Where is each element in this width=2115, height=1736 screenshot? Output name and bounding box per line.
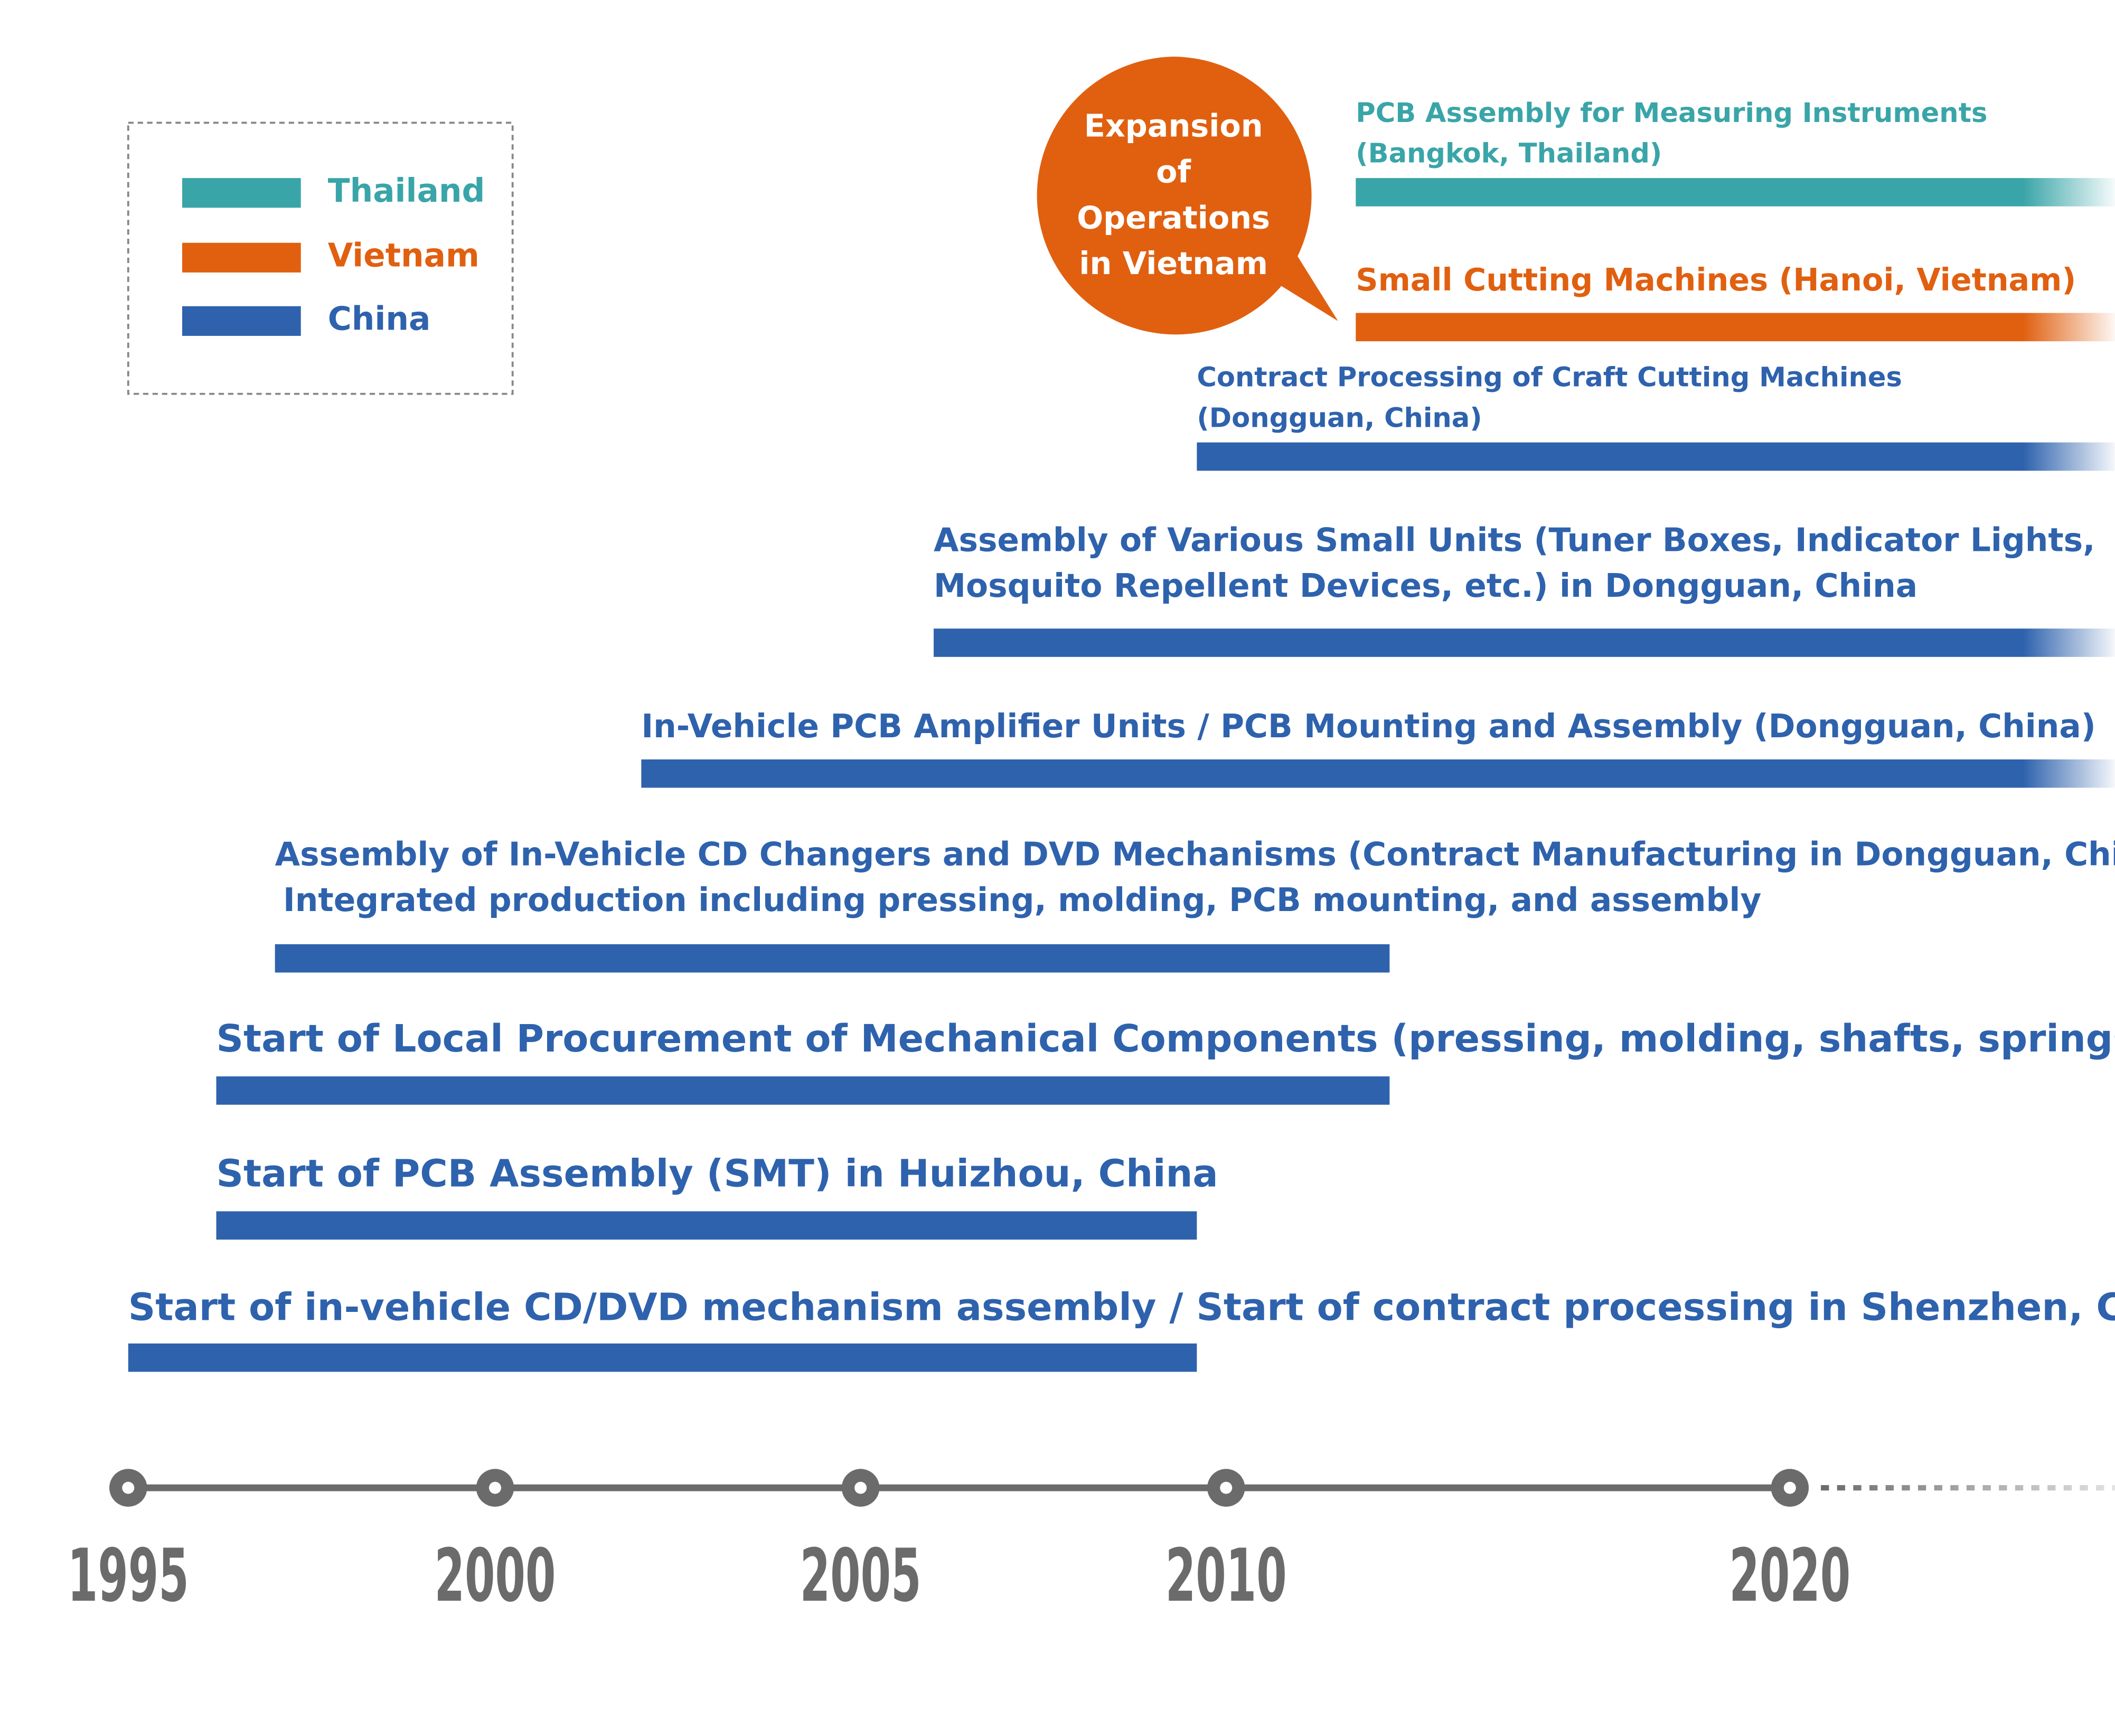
x-tick-label: 2020 — [1729, 1533, 1850, 1618]
tick-dot — [488, 1481, 501, 1494]
x-tick-label: 1995 — [68, 1533, 189, 1618]
callout-text: of — [1156, 154, 1191, 190]
tick-dot — [854, 1481, 867, 1494]
task-bar — [128, 1343, 1197, 1372]
legend-swatch — [182, 242, 301, 273]
task-label: Mosquito Repellent Devices, etc.) in Don… — [934, 567, 1917, 605]
axis-extension — [1821, 1485, 2115, 1491]
task-bar — [1356, 178, 2115, 207]
x-tick-label: 2010 — [1165, 1533, 1287, 1618]
task-label: Assembly of In-Vehicle CD Changers and D… — [275, 836, 2115, 873]
legend-label: Thailand — [328, 172, 485, 210]
x-tick-label: 2005 — [800, 1533, 922, 1618]
task-label: Start of in-vehicle CD/DVD mechanism ass… — [128, 1285, 2115, 1329]
task-label: PCB Assembly for Measuring Instruments — [1356, 98, 1987, 129]
legend-label: Vietnam — [328, 237, 480, 274]
tick-dot — [122, 1481, 135, 1494]
task-label: Contract Processing of Craft Cutting Mac… — [1197, 362, 1902, 393]
task-label: (Dongguan, China) — [1197, 402, 1482, 434]
x-tick-label: 2000 — [435, 1533, 556, 1618]
legend-swatch — [182, 178, 301, 208]
legend-swatch — [182, 306, 301, 336]
task-bar — [641, 759, 2115, 788]
callout-bubble — [1037, 57, 1338, 335]
task-label: Assembly of Various Small Units (Tuner B… — [934, 521, 2095, 559]
task-bar — [216, 1076, 1390, 1105]
legend-box — [127, 121, 514, 395]
task-label: Small Cutting Machines (Hanoi, Vietnam) — [1356, 261, 2076, 298]
task-bar — [1356, 313, 2115, 342]
task-bar — [1197, 442, 2115, 471]
tick-dot — [1783, 1481, 1796, 1494]
task-label: In-Vehicle PCB Amplifier Units / PCB Mou… — [641, 708, 2095, 745]
legend-label: China — [328, 300, 431, 337]
callout-text: Expansion — [1084, 108, 1263, 144]
task-bar — [216, 1211, 1197, 1240]
task-label: Start of Local Procurement of Mechanical… — [217, 1017, 2115, 1061]
task-bar — [275, 944, 1390, 973]
task-label: (Bangkok, Thailand) — [1356, 138, 1662, 170]
callout-text: Operations — [1077, 199, 1270, 236]
tick-dot — [1220, 1481, 1233, 1494]
task-bar — [934, 628, 2115, 657]
callout-text: in Vietnam — [1079, 245, 1268, 281]
task-label: Integrated production including pressing… — [283, 881, 1761, 919]
task-label: Start of PCB Assembly (SMT) in Huizhou, … — [217, 1152, 1218, 1196]
